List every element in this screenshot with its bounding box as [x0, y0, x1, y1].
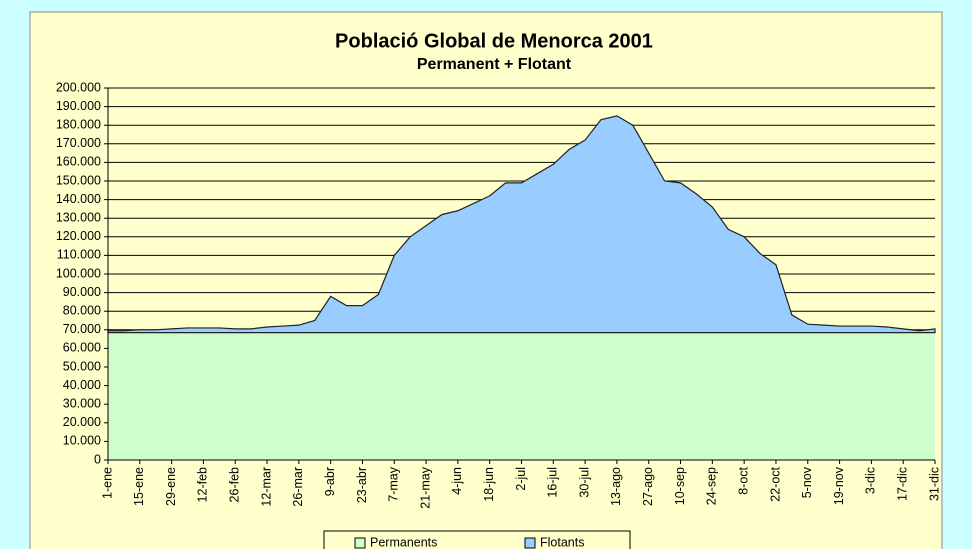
y-tick-label: 120.000: [56, 229, 101, 243]
legend: Permanents Flotants: [323, 530, 631, 549]
x-tick-label: 9-abr: [323, 467, 337, 496]
x-tick-label: 7-may: [387, 466, 401, 501]
y-tick-label: 180.000: [56, 117, 101, 131]
x-tick-label: 31-dic: [927, 467, 941, 501]
x-tick-label: 12-mar: [259, 467, 273, 507]
y-tick-label: 90.000: [63, 285, 101, 299]
x-tick-label: 3-dic: [864, 467, 878, 494]
y-tick-label: 140.000: [56, 192, 101, 206]
y-tick-label: 20.000: [63, 415, 101, 429]
x-tick-label: 1-ene: [100, 467, 114, 499]
y-tick-label: 110.000: [57, 248, 101, 262]
x-tick-label: 24-sep: [705, 467, 719, 505]
y-tick-label: 40.000: [63, 378, 101, 392]
y-tick-label: 60.000: [63, 341, 101, 355]
x-tick-label: 8-oct: [736, 466, 750, 494]
legend-swatch: [524, 537, 536, 549]
x-tick-label: 26-feb: [228, 467, 242, 502]
legend-label: Permanents: [370, 535, 437, 549]
area: [107, 115, 936, 334]
y-tick-label: 170.000: [56, 136, 101, 150]
y-tick-label: 200.000: [56, 80, 101, 94]
x-tick-label: 12-feb: [196, 467, 210, 502]
x-tick-label: 13-ago: [609, 467, 623, 506]
y-tick-label: 10.000: [63, 434, 101, 448]
y-tick-label: 100.000: [56, 266, 101, 280]
chart-title: Població Global de Menorca 2001: [335, 30, 653, 52]
y-tick-label: 150.000: [56, 173, 101, 187]
x-tick-label: 22-oct: [768, 466, 782, 501]
x-tick-label: 15-ene: [132, 467, 146, 506]
legend-label: Flotants: [540, 535, 584, 549]
x-tick-label: 5-nov: [800, 466, 814, 498]
y-tick-label: 80.000: [63, 303, 101, 317]
x-tick-label: 30-jul: [577, 467, 591, 498]
x-tick-label: 18-jun: [482, 467, 496, 502]
y-tick-label: 130.000: [56, 210, 101, 224]
x-tick-label: 16-jul: [546, 467, 560, 498]
y-tick-label: 190.000: [56, 99, 101, 113]
y-tick-label: 30.000: [63, 396, 101, 410]
x-tick-label: 10-sep: [673, 467, 687, 505]
area: [108, 332, 935, 460]
x-tick-label: 29-ene: [164, 467, 178, 506]
x-tick-label: 26-mar: [291, 467, 305, 507]
y-tick-label: 70.000: [63, 322, 101, 336]
y-tick-label: 160.000: [56, 155, 101, 169]
legend-box: [323, 530, 631, 549]
legend-swatch: [354, 537, 366, 549]
x-tick-label: 19-nov: [832, 466, 846, 505]
x-tick-label: 23-abr: [355, 467, 369, 503]
x-tick-label: 17-dic: [895, 467, 909, 501]
y-tick-label: 50.000: [63, 359, 101, 373]
x-tick-label: 4-jun: [450, 467, 464, 495]
chart-subtitle: Permanent + Flotant: [417, 56, 572, 73]
x-tick-label: 27-ago: [641, 467, 655, 506]
x-tick-label: 2-jul: [514, 467, 528, 491]
y-tick-label: 0: [94, 452, 101, 466]
x-tick-label: 21-may: [418, 466, 432, 508]
